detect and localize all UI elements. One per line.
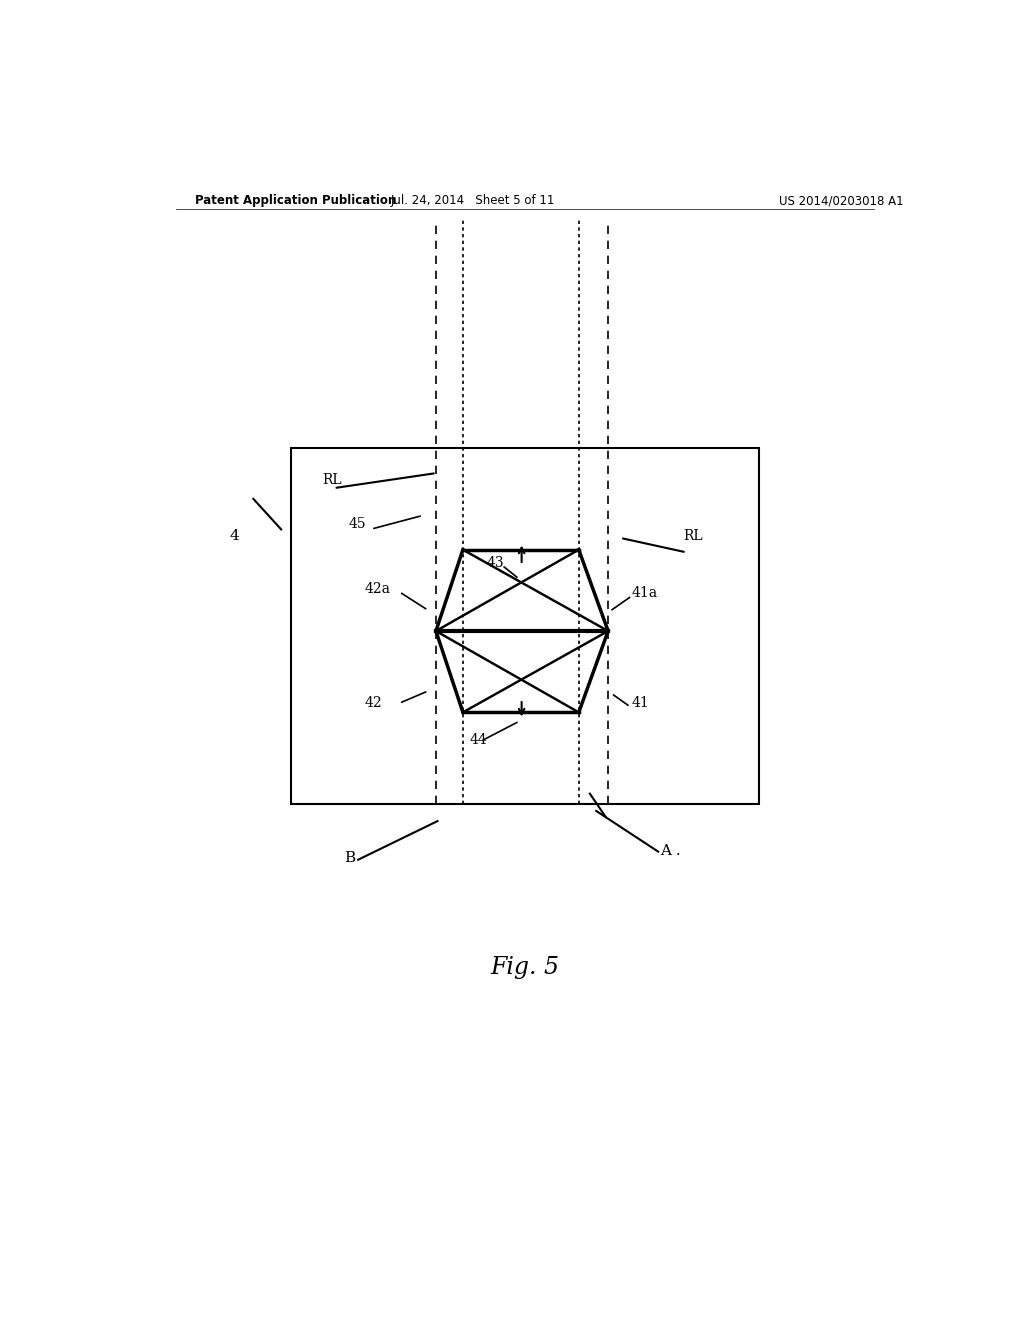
Text: 43: 43 xyxy=(486,556,505,570)
Text: B: B xyxy=(344,851,355,865)
Text: 42: 42 xyxy=(365,696,382,710)
Text: 45: 45 xyxy=(348,517,367,532)
Text: A .: A . xyxy=(659,843,680,858)
Text: 44: 44 xyxy=(469,733,487,747)
Text: 41a: 41a xyxy=(632,586,658,601)
Text: 4: 4 xyxy=(229,528,240,543)
Text: RL: RL xyxy=(684,528,703,543)
Text: RL: RL xyxy=(323,473,342,487)
Text: Patent Application Publication: Patent Application Publication xyxy=(196,194,396,207)
Text: Fig. 5: Fig. 5 xyxy=(490,956,559,978)
Text: 42a: 42a xyxy=(365,582,390,597)
Text: US 2014/0203018 A1: US 2014/0203018 A1 xyxy=(778,194,903,207)
Text: 41: 41 xyxy=(632,696,649,710)
Text: Jul. 24, 2014   Sheet 5 of 11: Jul. 24, 2014 Sheet 5 of 11 xyxy=(391,194,555,207)
